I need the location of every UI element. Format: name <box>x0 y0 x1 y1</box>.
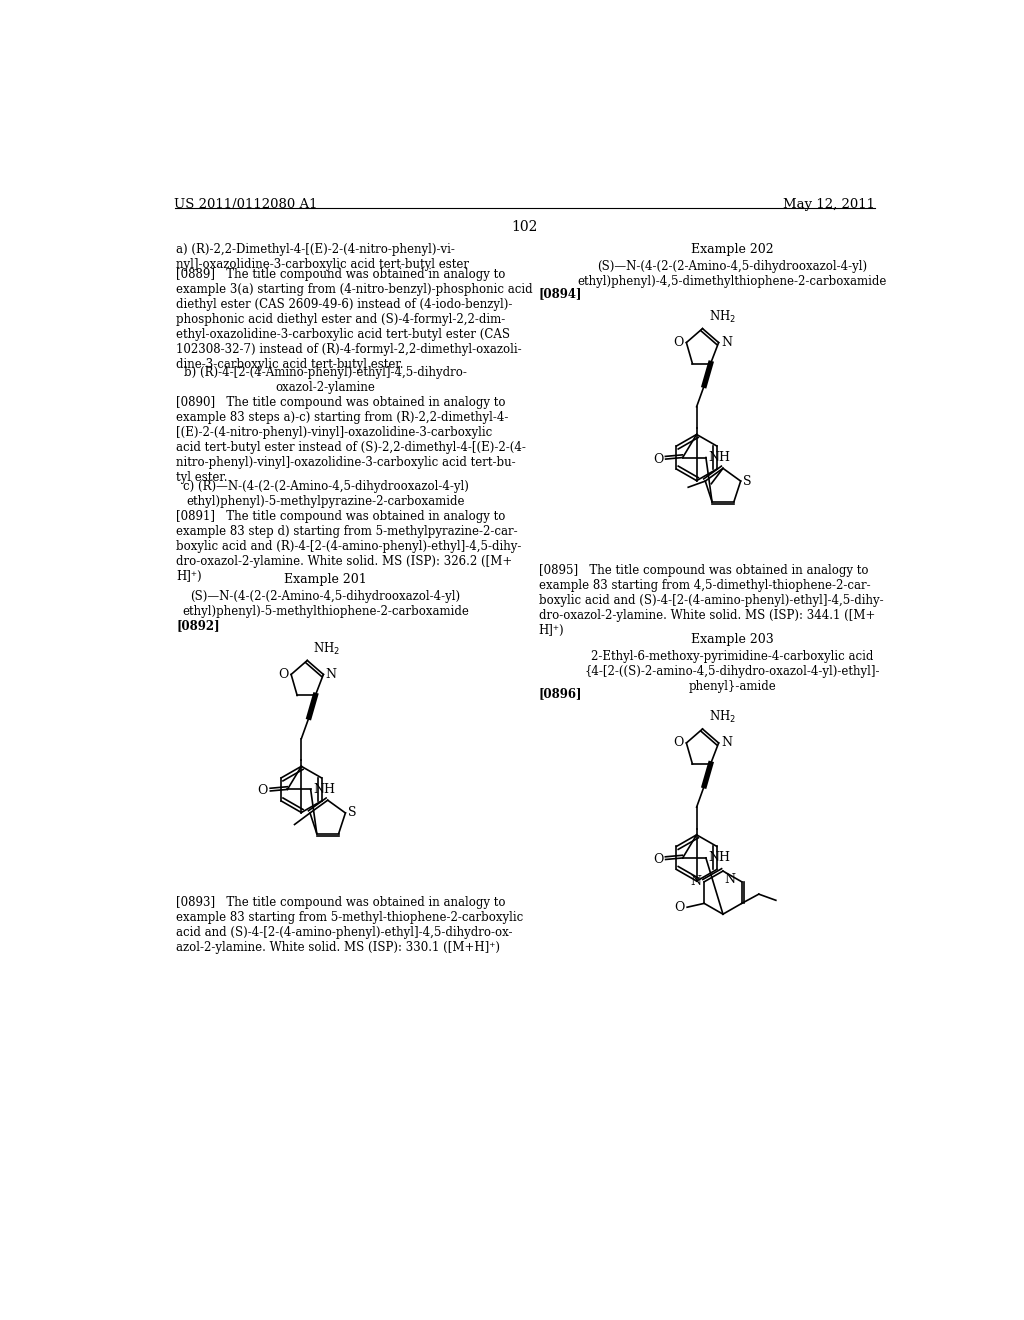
Text: Example 201: Example 201 <box>285 573 367 586</box>
Text: NH: NH <box>313 783 335 796</box>
Text: Example 202: Example 202 <box>691 243 774 256</box>
Text: S: S <box>743 475 752 487</box>
Text: N: N <box>326 668 337 681</box>
Text: (S)—N-(4-(2-(2-Amino-4,5-dihydrooxazol-4-yl)
ethyl)phenyl)-5-methylthiophene-2-c: (S)—N-(4-(2-(2-Amino-4,5-dihydrooxazol-4… <box>182 590 469 618</box>
Text: N: N <box>725 873 735 886</box>
Text: O: O <box>279 668 289 681</box>
Text: [0893]   The title compound was obtained in analogy to
example 83 starting from : [0893] The title compound was obtained i… <box>176 896 523 954</box>
Text: b) (R)-4-[2-(4-Amino-phenyl)-ethyl]-4,5-dihydro-
oxazol-2-ylamine: b) (R)-4-[2-(4-Amino-phenyl)-ethyl]-4,5-… <box>184 367 467 395</box>
Text: 2-Ethyl-6-methoxy-pyrimidine-4-carboxylic acid
{4-[2-((S)-2-amino-4,5-dihydro-ox: 2-Ethyl-6-methoxy-pyrimidine-4-carboxyli… <box>585 651 881 693</box>
Text: NH$_2$: NH$_2$ <box>313 640 341 656</box>
Text: O: O <box>675 900 685 913</box>
Text: (S)—N-(4-(2-(2-Amino-4,5-dihydrooxazol-4-yl)
ethyl)phenyl)-4,5-dimethylthiophene: (S)—N-(4-(2-(2-Amino-4,5-dihydrooxazol-4… <box>578 260 887 288</box>
Text: [0889]   The title compound was obtained in analogy to
example 3(a) starting fro: [0889] The title compound was obtained i… <box>176 268 532 371</box>
Text: US 2011/0112080 A1: US 2011/0112080 A1 <box>174 198 318 211</box>
Text: N: N <box>721 737 732 750</box>
Text: N: N <box>721 337 732 348</box>
Text: [0892]: [0892] <box>176 619 220 632</box>
Text: S: S <box>348 807 356 820</box>
Text: O: O <box>653 853 664 866</box>
Text: May 12, 2011: May 12, 2011 <box>783 198 876 211</box>
Text: a) (R)-2,2-Dimethyl-4-[(E)-2-(4-nitro-phenyl)-vi-
nyl]-oxazolidine-3-carboxylic : a) (R)-2,2-Dimethyl-4-[(E)-2-(4-nitro-ph… <box>176 243 469 271</box>
Text: N: N <box>690 875 701 888</box>
Text: NH$_2$: NH$_2$ <box>709 309 736 325</box>
Text: O: O <box>674 737 684 750</box>
Text: [0895]   The title compound was obtained in analogy to
example 83 starting from : [0895] The title compound was obtained i… <box>539 564 884 638</box>
Text: O: O <box>674 337 684 348</box>
Text: NH: NH <box>709 851 730 865</box>
Text: O: O <box>653 453 664 466</box>
Text: NH: NH <box>709 451 730 465</box>
Text: NH$_2$: NH$_2$ <box>709 709 736 725</box>
Text: 102: 102 <box>512 220 538 234</box>
Text: Example 203: Example 203 <box>691 634 774 647</box>
Text: [0890]   The title compound was obtained in analogy to
example 83 steps a)-c) st: [0890] The title compound was obtained i… <box>176 396 526 483</box>
Text: [0894]: [0894] <box>539 286 583 300</box>
Text: [0896]: [0896] <box>539 688 583 701</box>
Text: [0891]   The title compound was obtained in analogy to
example 83 step d) starti: [0891] The title compound was obtained i… <box>176 510 521 582</box>
Text: c) (R)—N-(4-(2-(2-Amino-4,5-dihydrooxazol-4-yl)
ethyl)phenyl)-5-methylpyrazine-2: c) (R)—N-(4-(2-(2-Amino-4,5-dihydrooxazo… <box>182 480 469 508</box>
Text: O: O <box>258 784 268 797</box>
